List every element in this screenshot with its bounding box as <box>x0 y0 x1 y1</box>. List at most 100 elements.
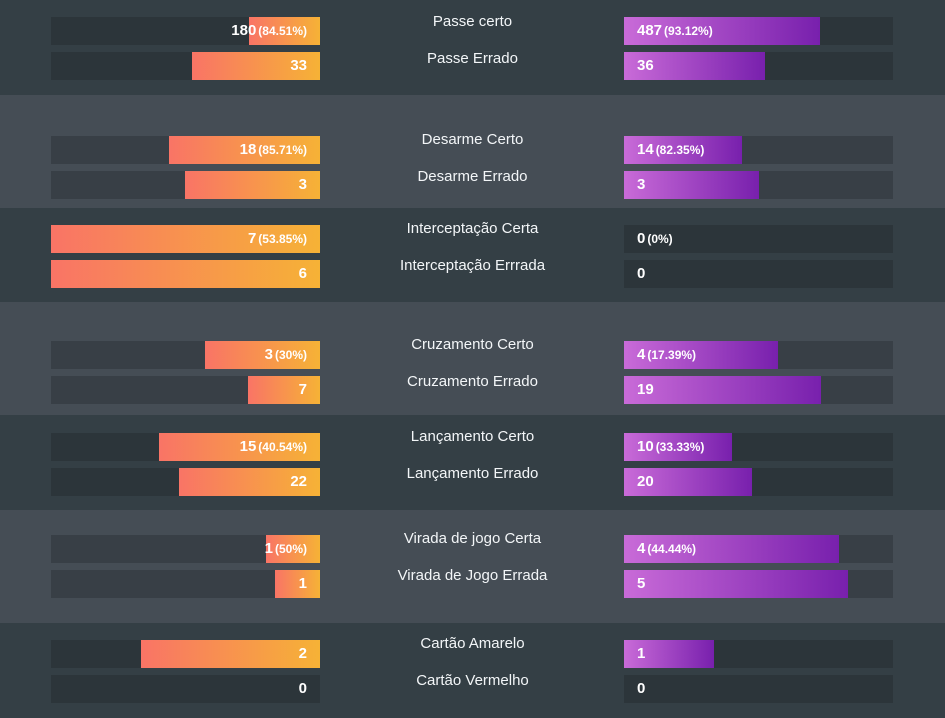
left-team-bar-fill <box>205 341 320 369</box>
right-team-count: 0 <box>637 680 646 697</box>
stat-label: Desarme Errado <box>417 168 528 185</box>
left-team-bar-fill <box>192 52 320 80</box>
right-team-bar-track: 0 (0%) <box>624 225 893 253</box>
right-team-bar-fill <box>624 341 778 369</box>
right-team-bar-track: 36 <box>624 52 893 80</box>
left-team-count: 3 <box>264 346 273 363</box>
right-team-count: 19 <box>637 381 654 398</box>
right-team-value: 4 (44.44%) <box>637 535 696 563</box>
right-team-value: 20 <box>637 468 654 496</box>
left-team-count: 2 <box>298 645 307 662</box>
left-team-percentage: (40.54%) <box>258 440 307 454</box>
right-team-value: 10 (33.33%) <box>637 433 704 461</box>
right-team-bar-fill <box>624 433 732 461</box>
left-team-count: 18 <box>239 141 257 158</box>
right-team-count: 14 <box>637 141 654 158</box>
stat-label: Cruzamento Errado <box>407 373 538 390</box>
right-team-count: 4 <box>637 346 646 363</box>
left-team-bar-track: 180 (84.51%) <box>51 17 320 45</box>
left-team-bar-track: 22 <box>51 468 320 496</box>
stat-row: 1 5 Virada de Jogo Errada <box>0 567 945 598</box>
right-team-bar-track: 0 <box>624 675 893 703</box>
right-team-value: 3 <box>637 171 645 199</box>
stat-row: 180 (84.51%) 487 (93.12%) Passe certo <box>0 13 945 45</box>
stat-group: 3 (30%) 4 (17.39%) Cruzamento Certo 7 19 Cruzam… <box>0 302 945 415</box>
stat-row: 1 (50%) 4 (44.44%) Virada de jogo Certa <box>0 530 945 563</box>
stat-row: 0 0 Cartão Vermelho <box>0 672 945 703</box>
left-team-count: 15 <box>239 438 257 455</box>
stat-group: 15 (40.54%) 10 (33.33%) Lançamento Certo 22 20… <box>0 415 945 510</box>
left-team-bar-track: 7 <box>51 376 320 404</box>
stat-label: Cartão Vermelho <box>416 672 529 689</box>
left-team-bar-track: 3 <box>51 171 320 199</box>
right-team-count: 10 <box>637 438 654 455</box>
left-team-bar-fill <box>159 433 320 461</box>
left-team-value: 0 <box>299 675 307 703</box>
left-team-value: 1 <box>299 570 307 598</box>
right-team-value: 1 <box>637 640 645 668</box>
left-team-count: 7 <box>298 381 307 398</box>
left-team-percentage: (53.85%) <box>258 232 307 246</box>
right-team-count: 1 <box>637 645 646 662</box>
right-team-bar-track: 1 <box>624 640 893 668</box>
left-team-bar-track: 0 <box>51 675 320 703</box>
stat-row: 18 (85.71%) 14 (82.35%) Desarme Certo <box>0 131 945 164</box>
right-team-value: 5 <box>637 570 645 598</box>
right-team-count: 20 <box>637 473 654 490</box>
stat-row: 3 (30%) 4 (17.39%) Cruzamento Certo <box>0 336 945 369</box>
stat-label: Virada de Jogo Errada <box>397 567 548 584</box>
right-team-bar-fill <box>624 376 821 404</box>
stat-row: 22 20 Lançamento Errado <box>0 465 945 496</box>
left-team-bar-track: 15 (40.54%) <box>51 433 320 461</box>
left-team-count: 1 <box>264 540 273 557</box>
stat-label: Cruzamento Certo <box>411 336 534 353</box>
stat-row: 6 0 Interceptação Errrada <box>0 257 945 288</box>
left-team-count: 33 <box>290 57 307 74</box>
right-team-bar-track: 487 (93.12%) <box>624 17 893 45</box>
stat-label: Virada de jogo Certa <box>403 530 542 547</box>
right-team-percentage: (93.12%) <box>664 24 713 38</box>
left-team-bar-fill <box>248 376 320 404</box>
left-team-value: 2 <box>299 640 307 668</box>
stat-group: 180 (84.51%) 487 (93.12%) Passe certo 33 36 Pas… <box>0 0 945 95</box>
left-team-count: 0 <box>298 680 307 697</box>
left-team-percentage: (50%) <box>274 542 307 556</box>
right-team-bar-fill <box>624 171 759 199</box>
stat-group: 18 (85.71%) 14 (82.35%) Desarme Certo 3 3 Desar… <box>0 95 945 208</box>
left-team-value: 18 (85.71%) <box>240 136 307 164</box>
left-team-bar-track: 1 (50%) <box>51 535 320 563</box>
left-team-bar-fill <box>51 225 320 253</box>
stat-label: Lançamento Errado <box>406 465 539 482</box>
right-team-value: 487 (93.12%) <box>637 17 713 45</box>
right-team-percentage: (17.39%) <box>647 348 697 362</box>
left-team-value: 3 (30%) <box>265 341 307 369</box>
stat-label: Desarme Certo <box>421 131 524 148</box>
left-team-count: 1 <box>298 575 307 592</box>
right-team-bar-track: 19 <box>624 376 893 404</box>
left-team-value: 15 (40.54%) <box>240 433 307 461</box>
left-team-bar-track: 33 <box>51 52 320 80</box>
stat-label: Passe certo <box>432 13 513 30</box>
right-team-bar-track: 5 <box>624 570 893 598</box>
right-team-bar-fill <box>624 52 765 80</box>
stat-row: 2 1 Cartão Amarelo <box>0 635 945 668</box>
left-team-bar-fill <box>185 171 320 199</box>
right-team-bar-fill <box>624 640 714 668</box>
right-team-bar-fill <box>624 535 839 563</box>
stat-row: 7 (53.85%) 0 (0%) Interceptação Certa <box>0 220 945 253</box>
left-team-bar-track: 1 <box>51 570 320 598</box>
right-team-bar-track: 3 <box>624 171 893 199</box>
left-team-count: 180 <box>231 22 257 39</box>
left-team-bar-fill <box>249 17 320 45</box>
left-team-bar-track: 18 (85.71%) <box>51 136 320 164</box>
left-team-value: 7 (53.85%) <box>248 225 307 253</box>
right-team-bar-track: 0 <box>624 260 893 288</box>
left-team-bar-fill <box>51 260 320 288</box>
left-team-count: 3 <box>298 176 307 193</box>
stat-group: 2 1 Cartão Amarelo 0 0 Cartão Vermelho <box>0 623 945 718</box>
left-team-value: 7 <box>299 376 307 404</box>
stat-group: 7 (53.85%) 0 (0%) Interceptação Certa 6 0 Inter… <box>0 208 945 302</box>
left-team-bar-track: 3 (30%) <box>51 341 320 369</box>
right-team-value: 4 (17.39%) <box>637 341 696 369</box>
